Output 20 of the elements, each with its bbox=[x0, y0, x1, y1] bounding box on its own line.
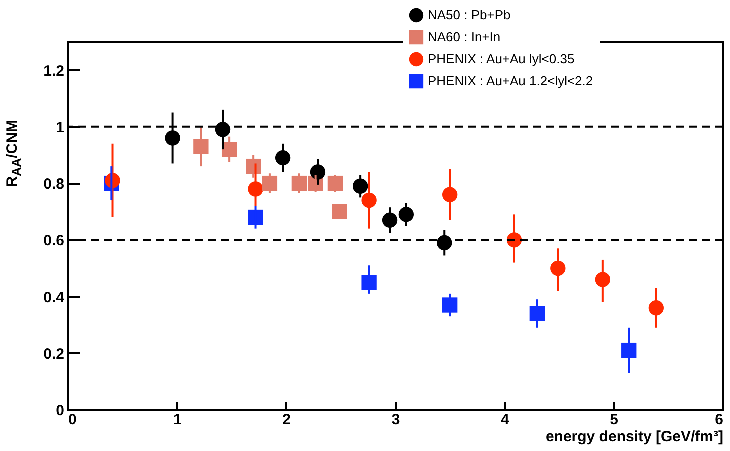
x-tick-label: 6 bbox=[715, 412, 724, 428]
point bbox=[332, 204, 348, 220]
y-tick-label: 0.8 bbox=[44, 176, 64, 194]
x-tick-label: 4 bbox=[500, 412, 510, 428]
x-tick-label: 2 bbox=[282, 412, 292, 428]
legend-label: NA50 : Pb+Pb bbox=[428, 8, 511, 22]
x-tick-label: 5 bbox=[610, 412, 619, 428]
y-tick-label: 1.2 bbox=[44, 62, 64, 80]
point bbox=[194, 139, 209, 154]
y-tick-label: 0.4 bbox=[44, 289, 66, 306]
y-tick-label: 0.2 bbox=[44, 346, 64, 363]
x-tick-label: 0 bbox=[68, 412, 77, 428]
y-tick-label: 0.6 bbox=[44, 232, 64, 250]
legend-label: PHENIX : Au+Au lyl<0.35 bbox=[428, 52, 575, 66]
x-tick-label: 1 bbox=[173, 412, 182, 428]
legend-label: NA60 : In+In bbox=[428, 30, 501, 44]
y-tick-label: 1 bbox=[56, 119, 64, 136]
x-tick-label: 3 bbox=[392, 412, 400, 428]
x-axis-title: energy density [GeV/fm³] bbox=[546, 428, 724, 446]
legend-label: PHENIX : Au+Au 1.2<lyl<2.2 bbox=[428, 74, 594, 88]
